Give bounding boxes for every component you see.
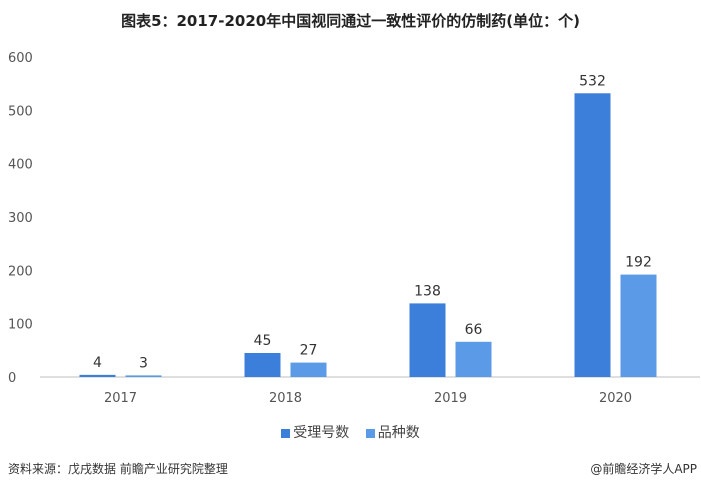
data-label: 4: [93, 355, 102, 371]
y-tick-label: 200: [8, 264, 33, 279]
y-tick-label: 400: [8, 158, 33, 173]
y-tick-label: 500: [8, 104, 33, 119]
data-label: 3: [139, 355, 148, 371]
legend-label: 受理号数: [293, 425, 350, 441]
bar[interactable]: [244, 353, 281, 377]
brand-credit: @前瞻经济学人APP: [590, 462, 697, 476]
source-note: 资料来源：戊戌数据 前瞻产业研究院整理: [8, 462, 228, 476]
y-tick-label: 300: [8, 211, 33, 226]
data-label: 532: [579, 73, 606, 89]
data-label: 66: [465, 322, 483, 338]
legend: 受理号数 品种数: [0, 422, 701, 442]
bar[interactable]: [79, 374, 116, 377]
data-label: 45: [254, 333, 272, 349]
bar[interactable]: [574, 93, 611, 378]
x-tick-label: 2017: [104, 391, 137, 406]
bar[interactable]: [409, 303, 446, 377]
bar[interactable]: [290, 362, 327, 377]
y-tick-label: 600: [8, 51, 33, 66]
data-label: 27: [300, 343, 318, 359]
x-tick-label: 2018: [269, 391, 302, 406]
legend-item-series1[interactable]: 受理号数: [281, 425, 349, 441]
bar[interactable]: [455, 341, 492, 377]
chart-title: 图表5：2017-2020年中国视同通过一致性评价的仿制药(单位：个): [121, 12, 580, 30]
x-tick-label: 2019: [434, 391, 467, 406]
x-tick-label: 2020: [599, 391, 632, 406]
y-tick-label: 100: [8, 318, 33, 333]
data-label: 192: [625, 255, 652, 271]
data-label: 138: [414, 283, 441, 299]
legend-swatch: [365, 428, 375, 438]
legend-label: 品种数: [377, 425, 420, 441]
bar[interactable]: [125, 375, 162, 377]
legend-item-series2[interactable]: 品种数: [365, 425, 420, 441]
bar[interactable]: [620, 274, 657, 377]
y-tick-label: 0: [8, 371, 16, 386]
legend-swatch: [281, 428, 291, 438]
